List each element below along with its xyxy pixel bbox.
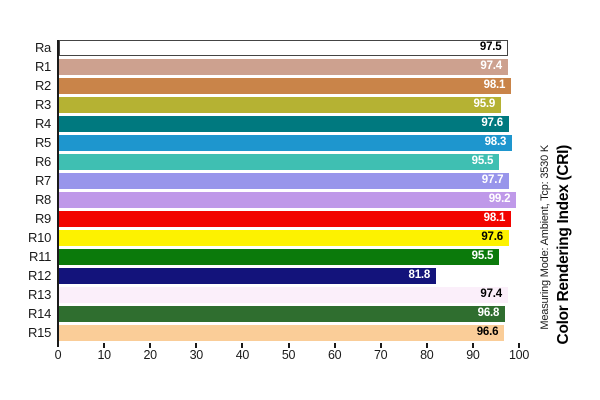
bar-r1: 97.4 bbox=[59, 59, 508, 75]
bar-value-label-r5: 98.3 bbox=[484, 136, 507, 149]
category-label-r2: R2 bbox=[34, 78, 51, 93]
category-label-r13: R13 bbox=[28, 287, 51, 302]
x-tick-label-70: 70 bbox=[374, 348, 388, 362]
y-axis-line bbox=[57, 40, 59, 347]
bar-r7: 97.7 bbox=[59, 173, 510, 189]
x-tick-label-10: 10 bbox=[97, 348, 111, 362]
bar-r14: 96.8 bbox=[59, 306, 506, 322]
category-label-r4: R4 bbox=[34, 116, 51, 131]
bar-value-label-r2: 98.1 bbox=[483, 79, 506, 92]
x-tick-100 bbox=[518, 343, 520, 348]
x-tick-label-90: 90 bbox=[466, 348, 480, 362]
bar-value-label-r12: 81.8 bbox=[408, 269, 431, 282]
x-tick-label-40: 40 bbox=[235, 348, 250, 362]
category-label-r6: R6 bbox=[34, 154, 51, 169]
bar-value-label-ra: 97.5 bbox=[479, 41, 502, 54]
bar-value-label-r11: 95.5 bbox=[471, 250, 494, 263]
bar-r6: 95.5 bbox=[59, 154, 500, 170]
x-tick-50 bbox=[287, 343, 290, 348]
category-label-r8: R8 bbox=[34, 192, 51, 207]
bar-ra: 97.5 bbox=[59, 40, 509, 56]
bar-r12: 81.8 bbox=[59, 268, 437, 284]
x-tick-30 bbox=[195, 343, 198, 348]
bar-r13: 97.4 bbox=[59, 287, 508, 303]
x-tick-40 bbox=[241, 343, 244, 348]
category-label-r7: R7 bbox=[34, 173, 51, 188]
bar-value-label-r4: 97.6 bbox=[481, 117, 503, 130]
bar-value-label-r14: 96.8 bbox=[477, 307, 500, 320]
category-label-r3: R3 bbox=[34, 97, 51, 112]
measuring-mode-text: Measuring Mode: Ambient, Tcp: 3530 K bbox=[539, 145, 551, 330]
bar-value-label-r13: 97.4 bbox=[480, 288, 502, 301]
bar-r11: 95.5 bbox=[59, 249, 500, 265]
x-tick-90 bbox=[471, 343, 474, 348]
category-label-r15: R15 bbox=[28, 325, 51, 340]
x-tick-label-60: 60 bbox=[327, 348, 342, 362]
bar-value-label-r3: 95.9 bbox=[473, 98, 496, 111]
category-label-r1: R1 bbox=[34, 59, 51, 74]
x-tick-10 bbox=[103, 343, 106, 348]
category-label-r10: R10 bbox=[28, 230, 51, 245]
bar-r15: 96.6 bbox=[59, 325, 505, 341]
bar-value-label-r10: 97.6 bbox=[481, 231, 503, 244]
axis-title-text: Color Rendering Index (CRI) bbox=[555, 145, 572, 345]
bar-value-label-r1: 97.4 bbox=[480, 60, 502, 73]
bar-value-label-r6: 95.5 bbox=[471, 155, 494, 168]
x-tick-label-50: 50 bbox=[281, 348, 296, 362]
bar-r10: 97.6 bbox=[59, 230, 509, 246]
category-label-r11: R11 bbox=[29, 249, 51, 264]
bar-r3: 95.9 bbox=[59, 97, 502, 113]
bar-r4: 97.6 bbox=[59, 116, 509, 132]
x-tick-60 bbox=[333, 343, 336, 348]
category-label-r12: R12 bbox=[28, 268, 51, 283]
bar-r8: 99.2 bbox=[59, 192, 517, 208]
x-tick-label-80: 80 bbox=[420, 348, 434, 362]
category-label-r14: R14 bbox=[28, 306, 51, 321]
x-tick-label-20: 20 bbox=[143, 348, 158, 362]
category-label-ra: Ra bbox=[34, 40, 51, 55]
x-tick-label-100: 100 bbox=[509, 348, 529, 362]
bar-r9: 98.1 bbox=[59, 211, 512, 227]
x-tick-label-30: 30 bbox=[189, 348, 204, 362]
x-tick-80 bbox=[425, 343, 428, 348]
bar-value-label-r7: 97.7 bbox=[481, 174, 504, 187]
bar-r2: 98.1 bbox=[59, 78, 512, 94]
x-tick-70 bbox=[379, 343, 382, 348]
bar-value-label-r8: 99.2 bbox=[488, 193, 511, 206]
bar-r5: 98.3 bbox=[59, 135, 513, 151]
category-label-r9: R9 bbox=[34, 211, 51, 226]
category-label-r5: R5 bbox=[34, 135, 51, 150]
bar-value-label-r15: 96.6 bbox=[476, 326, 499, 339]
x-tick-label-0: 0 bbox=[54, 348, 62, 362]
bar-value-label-r9: 98.1 bbox=[483, 212, 506, 225]
x-tick-20 bbox=[149, 343, 152, 348]
right-axis-title-block: Measuring Mode: Ambient, Tcp: 3530 K Col… bbox=[538, 145, 582, 345]
